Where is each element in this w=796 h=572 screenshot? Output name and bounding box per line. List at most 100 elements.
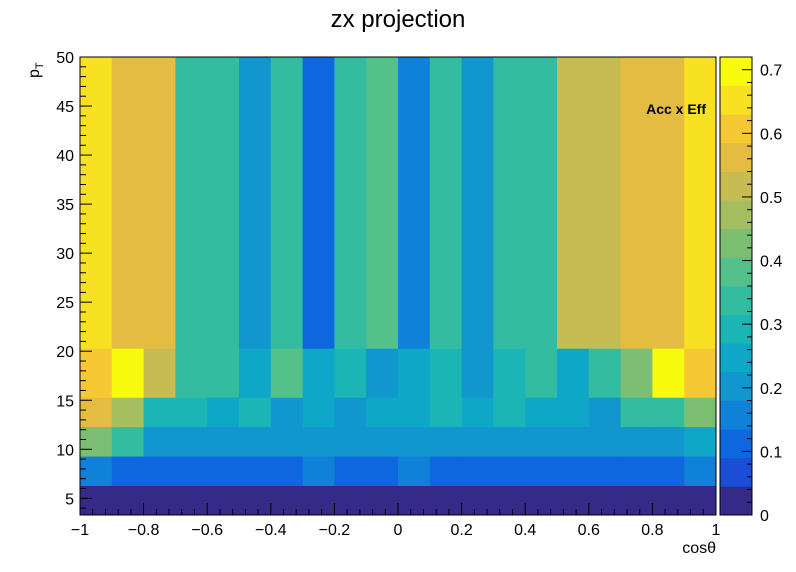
x-tick-label: 0.2 bbox=[450, 522, 472, 539]
x-tick-label: 0.6 bbox=[578, 522, 600, 539]
y-tick-label: 20 bbox=[56, 344, 74, 361]
heatmap-cell bbox=[80, 397, 113, 428]
heatmap-cell bbox=[620, 485, 653, 516]
heatmap-cell bbox=[493, 426, 526, 457]
heatmap-cell bbox=[525, 348, 558, 398]
heatmap-cell bbox=[366, 456, 399, 486]
heatmap-cell bbox=[620, 426, 653, 457]
heatmap-cell bbox=[334, 348, 367, 398]
heatmap-cell bbox=[429, 397, 462, 428]
heatmap-cell bbox=[302, 456, 335, 486]
heatmap-cell bbox=[207, 485, 240, 516]
heatmap-cell bbox=[302, 348, 335, 398]
heatmap-cell bbox=[111, 397, 144, 428]
heatmap-cell bbox=[620, 397, 653, 428]
colorbar-swatch bbox=[720, 343, 752, 373]
colorbar-swatch bbox=[720, 286, 752, 316]
colorbar-swatch bbox=[720, 142, 752, 172]
colorbar-swatch bbox=[720, 400, 752, 430]
y-axis-label-main: p bbox=[26, 69, 43, 78]
heatmap-cell bbox=[493, 485, 526, 516]
heatmap-cell bbox=[143, 426, 176, 457]
colorbar-swatch bbox=[720, 257, 752, 287]
heatmap-cell bbox=[270, 397, 303, 428]
y-axis-label-sub: T bbox=[34, 62, 46, 69]
y-tick-label: 15 bbox=[56, 393, 74, 410]
colorbar-swatch bbox=[720, 486, 752, 516]
x-tick-label: −1 bbox=[71, 522, 89, 539]
x-tick-label: 0 bbox=[394, 522, 403, 539]
heatmap-cell bbox=[398, 57, 431, 349]
y-tick-label: 10 bbox=[56, 442, 74, 459]
y-tick-label: 35 bbox=[56, 197, 74, 214]
heatmap-cell bbox=[620, 348, 653, 398]
heatmap-cell bbox=[175, 485, 208, 516]
heatmap-cell bbox=[80, 485, 113, 516]
x-tick-label: 0.4 bbox=[514, 522, 536, 539]
heatmap-cell bbox=[239, 348, 272, 398]
heatmap-cell bbox=[652, 456, 685, 486]
heatmap-cell bbox=[111, 485, 144, 516]
heatmap-cell bbox=[207, 456, 240, 486]
heatmap-cell bbox=[239, 426, 272, 457]
colorbar-tick-label: 0.2 bbox=[760, 381, 782, 398]
heatmap-cell bbox=[525, 456, 558, 486]
heatmap-cell bbox=[557, 348, 590, 398]
colorbar-swatch bbox=[720, 429, 752, 459]
colorbar-swatch bbox=[720, 457, 752, 487]
heatmap-cell bbox=[588, 426, 621, 457]
heatmap-cell bbox=[143, 485, 176, 516]
heatmap-cell bbox=[684, 57, 717, 349]
heatmap-cell bbox=[111, 456, 144, 486]
heatmap-cell bbox=[525, 485, 558, 516]
heatmap-cell bbox=[429, 456, 462, 486]
heatmap-cell bbox=[270, 485, 303, 516]
heatmap-cell bbox=[111, 426, 144, 457]
heatmap-cell bbox=[366, 57, 399, 349]
heatmap-cell bbox=[493, 348, 526, 398]
heatmap-cell bbox=[588, 57, 621, 349]
heatmap-cell bbox=[302, 397, 335, 428]
chart-title: zx projection bbox=[331, 6, 466, 33]
heatmap-cell bbox=[429, 348, 462, 398]
heatmap-cell bbox=[652, 57, 685, 349]
heatmap-cell bbox=[111, 348, 144, 398]
heatmap-cell bbox=[398, 456, 431, 486]
heatmap-cell bbox=[398, 485, 431, 516]
y-tick-label: 45 bbox=[56, 99, 74, 116]
heatmap-cell bbox=[652, 397, 685, 428]
heatmap-cell bbox=[334, 485, 367, 516]
heatmap-cell bbox=[175, 456, 208, 486]
heatmap-cell bbox=[684, 456, 717, 486]
heatmap-cell bbox=[525, 426, 558, 457]
heatmap-cell bbox=[302, 426, 335, 457]
heatmap-cells bbox=[80, 57, 717, 516]
heatmap-cell bbox=[461, 348, 494, 398]
y-tick-label: 40 bbox=[56, 148, 74, 165]
heatmap-cell bbox=[207, 348, 240, 398]
annotation-acc-eff: Acc x Eff bbox=[646, 101, 706, 117]
colorbar-tick-label: 0.7 bbox=[760, 63, 782, 80]
heatmap-cell bbox=[525, 57, 558, 349]
colorbar-swatch bbox=[720, 114, 752, 144]
heatmap-cell bbox=[557, 397, 590, 428]
heatmap-cell bbox=[588, 397, 621, 428]
heatmap-cell bbox=[366, 426, 399, 457]
heatmap-cell bbox=[175, 397, 208, 428]
y-tick-label: 25 bbox=[56, 295, 74, 312]
heatmap-cell bbox=[493, 57, 526, 349]
heatmap-cell bbox=[588, 348, 621, 398]
heatmap-cell bbox=[80, 426, 113, 457]
heatmap-cell bbox=[366, 397, 399, 428]
heatmap-cell bbox=[80, 456, 113, 486]
heatmap-cell bbox=[334, 456, 367, 486]
heatmap-cell bbox=[461, 57, 494, 349]
heatmap-cell bbox=[684, 426, 717, 457]
heatmap-cell bbox=[366, 348, 399, 398]
colorbar-tick-label: 0 bbox=[760, 508, 769, 525]
colorbar-swatch bbox=[720, 57, 752, 87]
heatmap-cell bbox=[270, 348, 303, 398]
heatmap-cell bbox=[143, 456, 176, 486]
heatmap-cell bbox=[684, 348, 717, 398]
heatmap-cell bbox=[461, 456, 494, 486]
